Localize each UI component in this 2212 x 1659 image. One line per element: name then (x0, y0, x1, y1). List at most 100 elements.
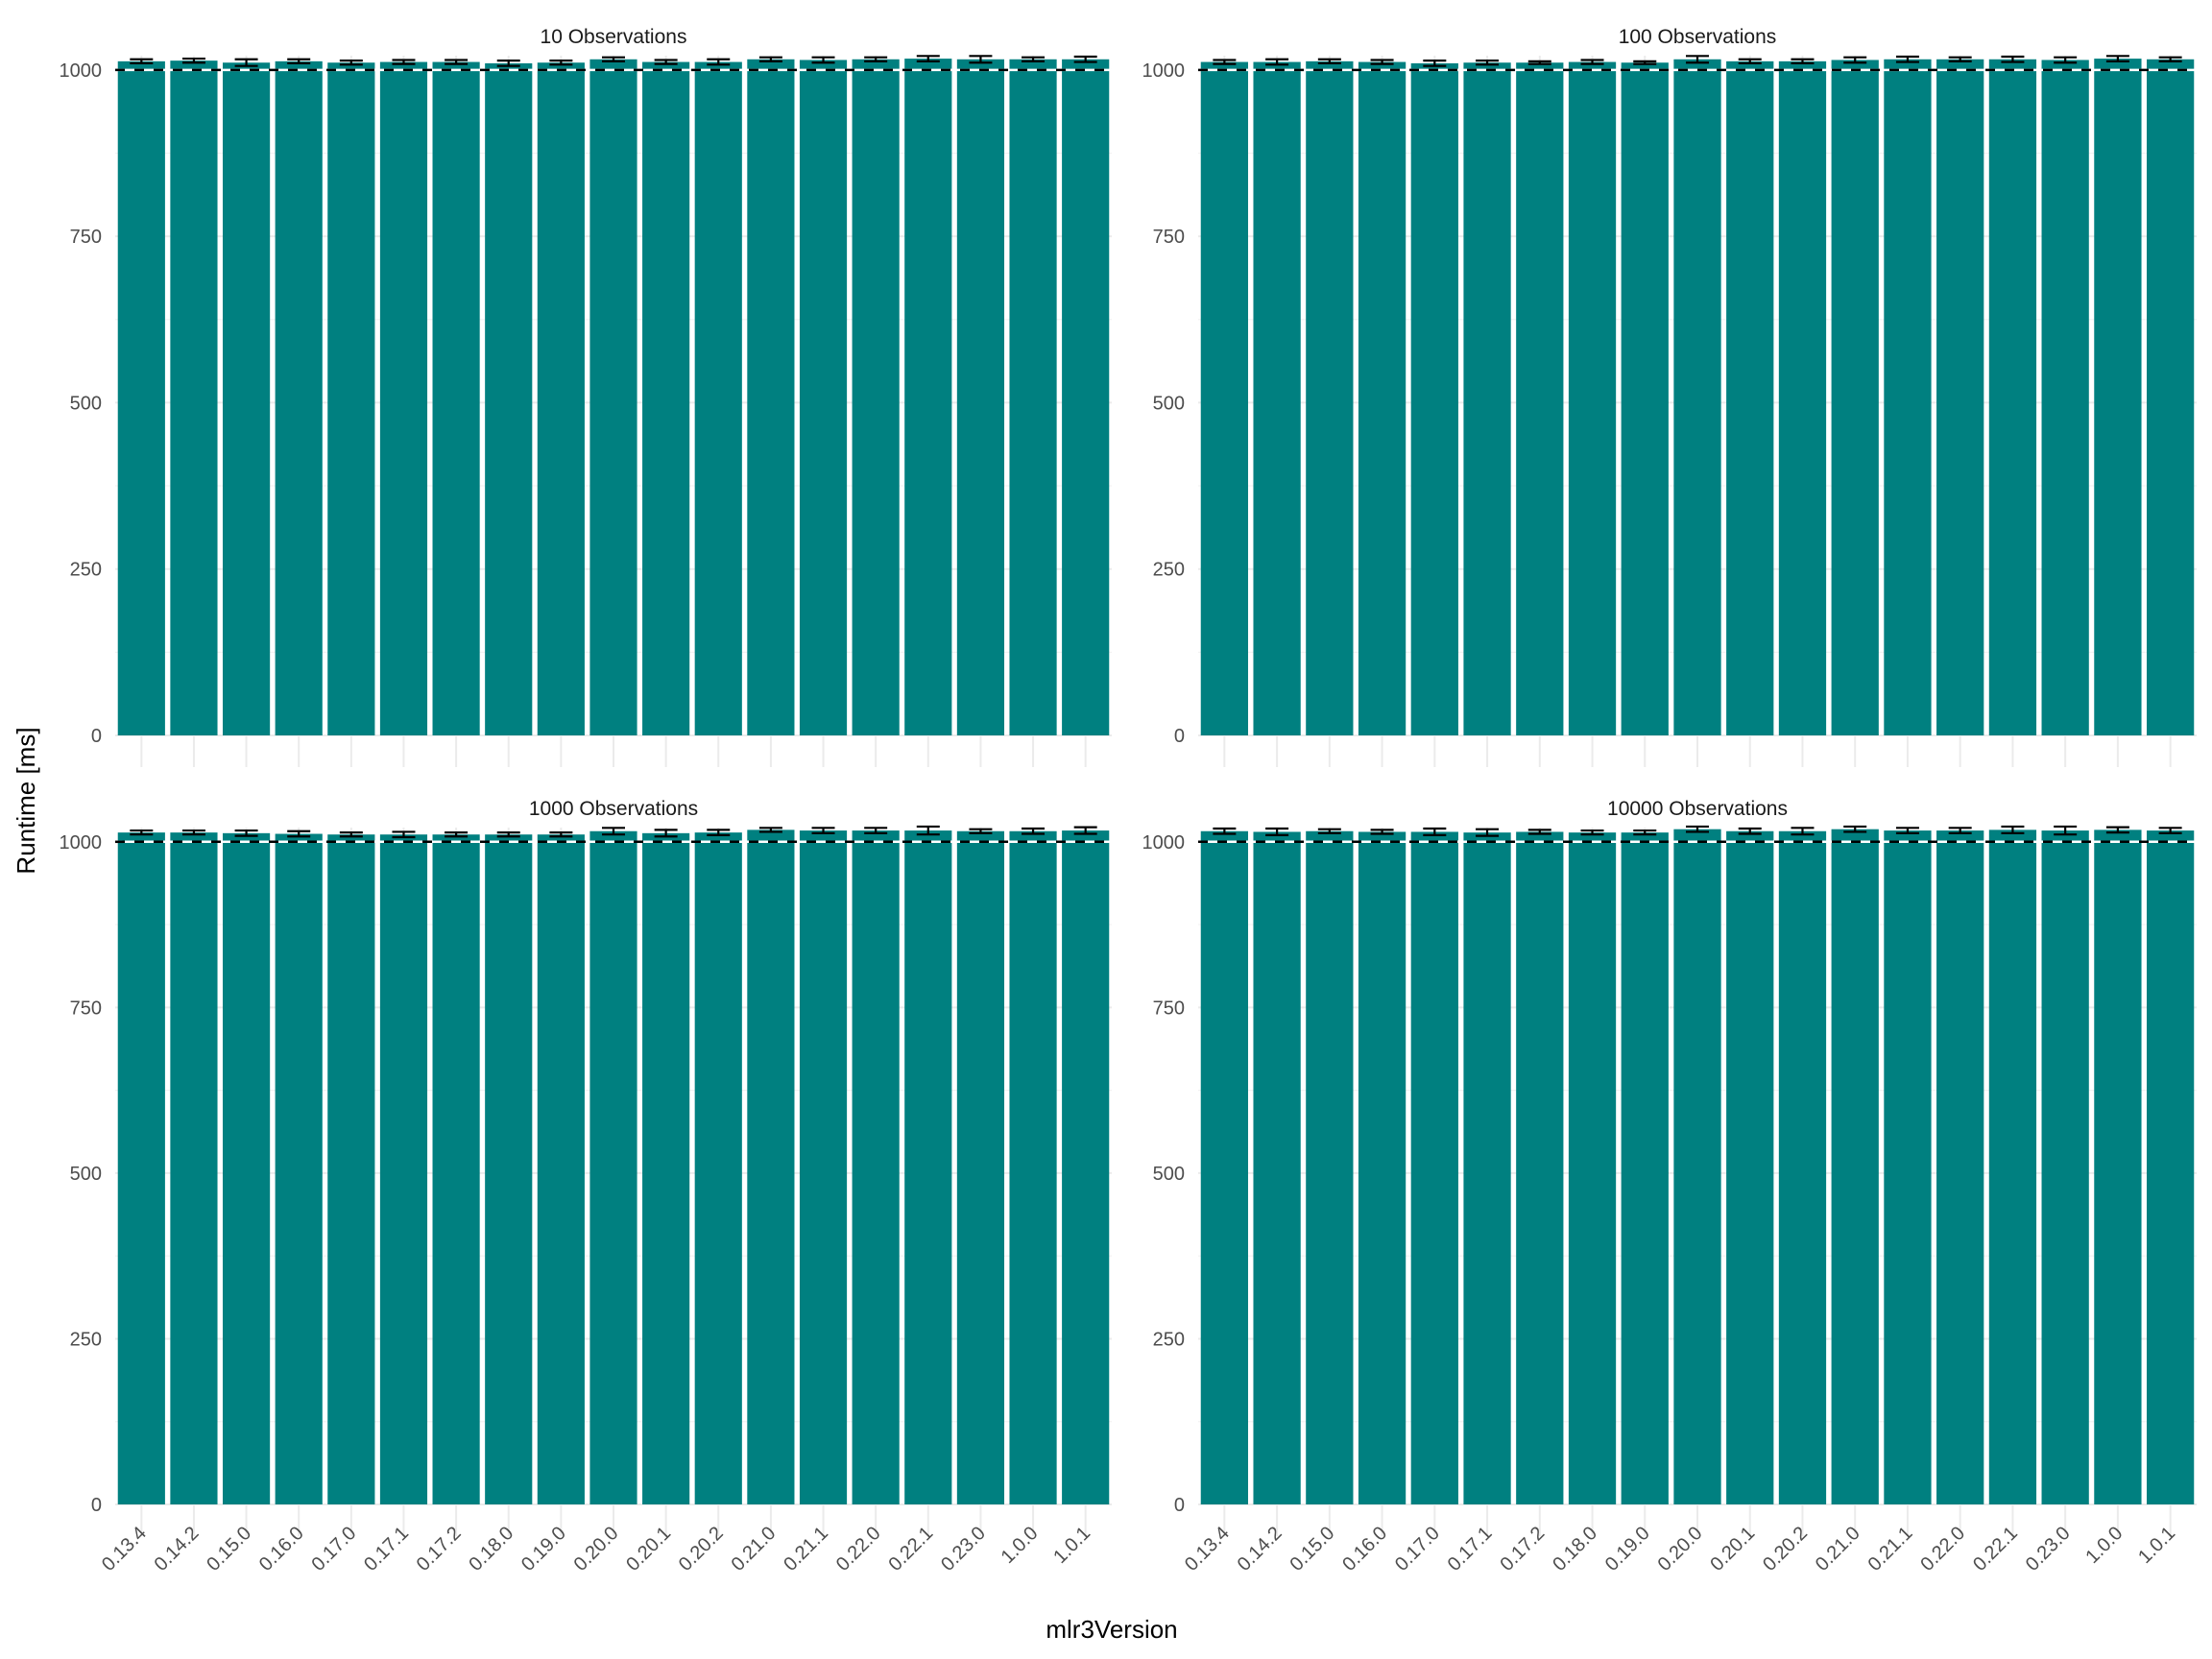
bar (327, 834, 375, 1504)
bar (1200, 61, 1248, 735)
y-tick-label: 500 (1153, 1164, 1185, 1185)
bar (1463, 62, 1511, 736)
y-tick-label: 500 (70, 393, 102, 414)
bar (379, 61, 428, 735)
panel-title: 1000 Observations (529, 798, 698, 820)
bar (1568, 61, 1617, 735)
x-tick-label: 0.19.0 (1601, 1523, 1654, 1575)
y-tick-label: 750 (70, 998, 102, 1019)
bar (170, 832, 218, 1504)
bar (379, 834, 428, 1504)
x-tick-label: 0.17.0 (307, 1523, 360, 1575)
y-tick-label: 0 (1174, 1495, 1185, 1516)
bar (2094, 59, 2142, 736)
bar (694, 832, 742, 1504)
bar (1831, 829, 1879, 1504)
bar (1988, 830, 2037, 1504)
x-tick-label: 0.21.0 (728, 1523, 781, 1575)
bar (799, 60, 848, 735)
x-tick-label: 0.13.4 (1181, 1523, 1234, 1575)
bar (1463, 832, 1511, 1504)
bar (1516, 62, 1564, 736)
x-tick-label: 0.14.2 (1234, 1523, 1286, 1575)
bar (1778, 60, 1827, 736)
bar (1358, 831, 1407, 1504)
bar (485, 62, 533, 735)
x-tick-label: 0.17.1 (1444, 1523, 1497, 1575)
bar (1009, 59, 1057, 736)
x-tick-label: 0.18.0 (465, 1523, 517, 1575)
x-tick-label: 0.17.2 (1496, 1523, 1549, 1575)
bar (2041, 60, 2089, 735)
y-tick-label: 0 (1174, 726, 1185, 747)
x-tick-label: 0.17.1 (360, 1523, 413, 1575)
panel-title: 100 Observations (1619, 26, 1777, 48)
x-tick-label: 0.22.0 (832, 1523, 885, 1575)
bar (117, 832, 165, 1504)
y-tick-label: 250 (1153, 560, 1185, 581)
bar (1306, 60, 1354, 736)
bar (537, 62, 585, 736)
bar (1062, 830, 1110, 1504)
y-tick-label: 250 (70, 1329, 102, 1350)
x-tick-label: 0.20.0 (1654, 1523, 1707, 1575)
panel: 0 250 500 750 1000 100 Observations (1142, 26, 2197, 767)
bar (852, 830, 900, 1504)
bar (170, 60, 218, 736)
bar (1884, 830, 1932, 1504)
bar (1988, 59, 2037, 736)
bar (485, 834, 533, 1504)
x-tick-label: 0.20.2 (1759, 1523, 1812, 1575)
bar (1936, 830, 1984, 1504)
y-tick-label: 1000 (60, 60, 103, 82)
bar (1673, 59, 1721, 736)
x-tick-label: 0.15.0 (1286, 1523, 1338, 1575)
x-tick-label: 0.22.0 (1916, 1523, 1969, 1575)
x-tick-label: 0.20.2 (675, 1523, 728, 1575)
bar (852, 59, 900, 736)
bar (1200, 830, 1248, 1504)
x-tick-label: 0.17.2 (413, 1523, 466, 1575)
y-tick-label: 750 (70, 227, 102, 248)
bar (275, 60, 323, 736)
x-tick-label: 0.23.0 (937, 1523, 990, 1575)
x-tick-label: 0.22.1 (884, 1523, 937, 1575)
x-tick-label: 0.20.0 (570, 1523, 623, 1575)
x-tick-label: 0.20.1 (1706, 1523, 1759, 1575)
bar (432, 834, 480, 1504)
bar (1936, 59, 1984, 736)
x-tick-label: 1.0.1 (1049, 1523, 1094, 1568)
bar (2094, 830, 2142, 1504)
x-tick-label: 1.0.1 (2134, 1523, 2179, 1568)
bar (117, 60, 165, 736)
bar (1516, 831, 1564, 1504)
y-tick-label: 0 (91, 726, 102, 747)
bar (2147, 830, 2195, 1504)
x-tick-label: 0.15.0 (203, 1523, 255, 1575)
bar (1621, 62, 1669, 736)
bar (1726, 830, 1774, 1504)
x-tick-label: 0.16.0 (1338, 1523, 1391, 1575)
x-tick-label: 0.21.0 (1812, 1523, 1864, 1575)
x-tick-label: 0.18.0 (1549, 1523, 1601, 1575)
x-tick-label: 1.0.0 (998, 1523, 1043, 1568)
bar (747, 59, 795, 736)
panel: 0 250 500 750 1000 10 Observations (60, 26, 1112, 767)
bar (1410, 831, 1458, 1504)
x-axis-title: mlr3Version (1046, 1615, 1177, 1644)
bar (904, 59, 952, 736)
bar (537, 834, 585, 1504)
bar (327, 62, 375, 736)
x-tick-label: 0.22.1 (1969, 1523, 2022, 1575)
bar (1358, 61, 1407, 735)
y-tick-label: 250 (1153, 1329, 1185, 1350)
bar (1253, 831, 1301, 1504)
x-tick-label: 0.21.1 (1864, 1523, 1917, 1575)
bar (1009, 830, 1057, 1504)
y-tick-label: 0 (91, 1495, 102, 1516)
x-tick-label: 0.16.0 (255, 1523, 308, 1575)
y-tick-label: 1000 (1142, 60, 1186, 82)
